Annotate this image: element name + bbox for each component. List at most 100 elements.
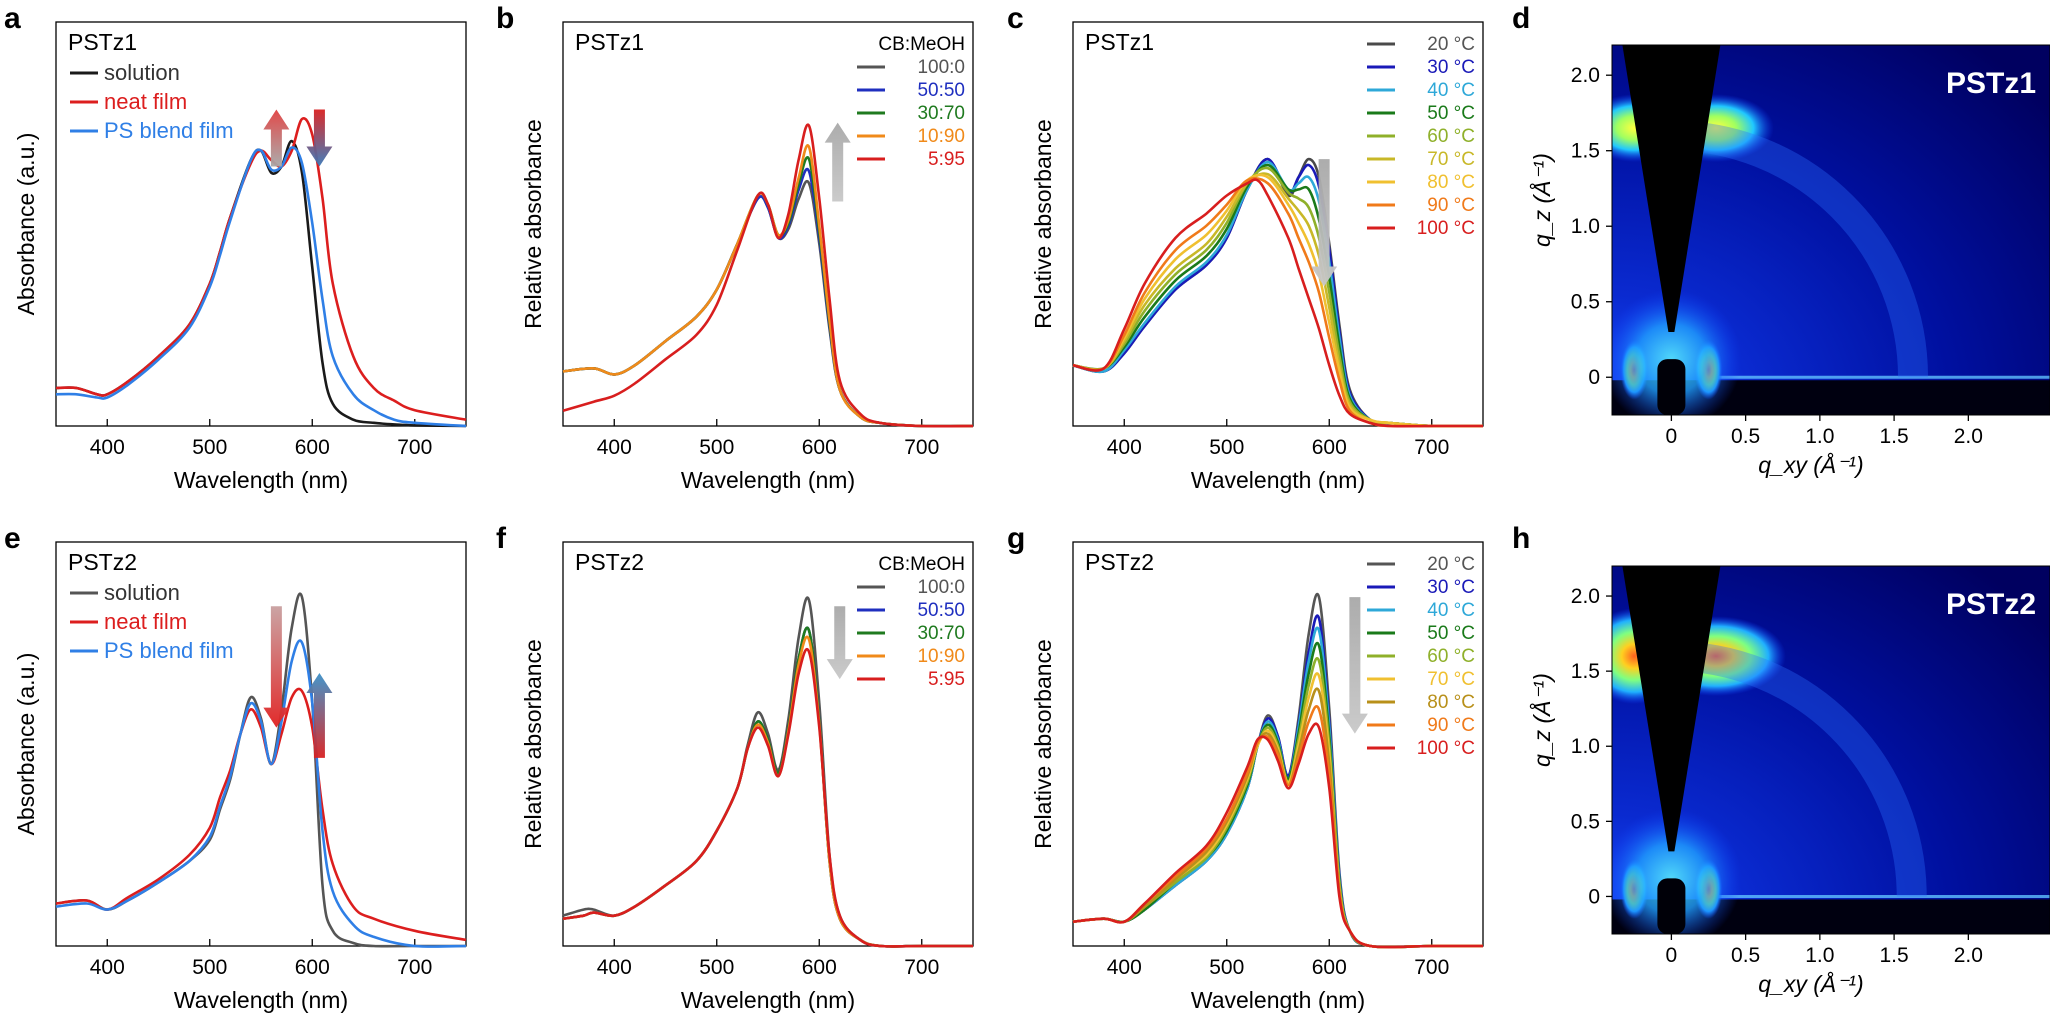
beamstop [1657,878,1686,934]
series-line-2 [562,156,974,428]
x-tick-label: 1.0 [1805,944,1834,967]
y-tick-label: 0.5 [1571,291,1600,314]
x-axis-label: Wavelength (nm) [681,987,855,1013]
legend-label: 30:70 [917,103,965,124]
panel-g: g 400 500 600 700 Wavelength (nm) Relative abs… [1007,522,1484,1013]
x-tick-label: 500 [1209,956,1244,979]
legend-label: 30 °C [1427,57,1475,78]
legend-label: 30:70 [917,623,965,644]
x-tick-label: 2.0 [1954,944,1983,967]
y-axis-label: Relative absorbance [1030,639,1056,849]
series-line-3 [562,144,974,428]
series-line-4 [562,648,973,948]
panel-letter-a: a [4,2,21,35]
legend-label: PS blend film [104,118,234,143]
legend-label: 50 °C [1427,623,1475,644]
legend-label: solution [104,580,180,605]
series-line-8 [1072,178,1483,428]
legend-label: 60 °C [1427,126,1475,147]
legend-label: 60 °C [1427,646,1475,667]
panel-d: d PSTz1 0 0.5 1.0 1.5 2.0 0 0.5 1.0 1.5 2.0 q_xy (Å⁻… [1512,2,2050,478]
x-tick-label: 700 [904,436,939,459]
x-axis-label: Wavelength (nm) [174,987,348,1013]
series-line-6 [1072,687,1483,949]
legend-label: 100 °C [1417,218,1475,239]
x-tick-label: 600 [295,956,330,979]
series-line-4 [1072,166,1484,428]
x-axis-label: q_xy (Å⁻¹) [1758,451,1863,478]
legend-label: 20 °C [1427,34,1475,55]
y-tick-label: 0.5 [1571,810,1600,833]
y-axis-label: q_z (Å⁻¹) [1528,673,1555,767]
trend-arrow [826,606,853,680]
x-tick-label: 600 [295,436,330,459]
trend-arrow [1311,159,1338,287]
legend-label: neat film [104,89,187,114]
y-axis-label: Absorbance (a.u.) [13,653,39,836]
series-line-4 [1072,657,1483,949]
plot-frame [55,541,467,947]
legend-label: 40 °C [1427,80,1475,101]
x-tick-label: 500 [699,956,734,979]
trend-arrow [263,606,290,728]
diffuse-arc [1671,120,1929,378]
panel-title: PSTz1 [1946,67,2036,100]
legend-label: 80 °C [1427,692,1475,713]
x-tick-label: 500 [192,436,227,459]
heatmap-image [1612,45,2050,415]
beamstop [1657,359,1686,415]
panel-f: f 400 500 600 700 Wavelength (nm) Relative abs… [496,522,974,1013]
y-tick-label: 2.0 [1571,64,1600,87]
panel-letter-g: g [1007,522,1025,555]
heatmap-frame [1611,44,2050,416]
heatmap-image [1612,566,2050,934]
legend-label: 40 °C [1427,600,1475,621]
x-tick-label: 500 [192,956,227,979]
x-tick-label: 700 [1414,436,1449,459]
panel-b: b 400 500 600 700 Wavelength (nm) Relative abs… [496,2,974,493]
series-line-0 [562,596,973,948]
x-tick-label: 600 [1312,436,1347,459]
legend-label: 100 °C [1417,738,1475,759]
x-tick-label: 400 [90,956,125,979]
legend-label: 50:50 [917,600,965,621]
x-tick-label: 0.5 [1731,944,1760,967]
series-line-3 [1072,163,1484,428]
y-tick-label: 0 [1588,885,1600,908]
series-line-1 [1072,157,1484,428]
legend-label: 50:50 [917,80,965,101]
series-line-2 [562,626,973,948]
legend-label: PS blend film [104,638,234,663]
x-axis-label: q_xy (Å⁻¹) [1758,970,1863,997]
x-tick-label: 600 [1312,956,1347,979]
series-line-5 [1072,172,1484,428]
panel-title: PSTz2 [575,549,644,575]
heatmap-frame [1611,565,2050,935]
plot-frame [55,21,467,427]
y-axis-label: Relative absorbance [520,119,546,329]
x-tick-label: 400 [1107,436,1142,459]
legend-label: 90 °C [1427,195,1475,216]
x-tick-label: 600 [802,956,837,979]
plot-frame [562,21,974,427]
panel-letter-h: h [1512,522,1530,555]
panel-h: h PSTz2 0 0.5 1.0 1.5 2.0 0 0.5 1.0 1.5 2.0 q_xy (Å⁻… [1512,522,2050,997]
legend-label: 50 °C [1427,103,1475,124]
x-tick-label: 700 [904,956,939,979]
legend-label: 70 °C [1427,149,1475,170]
x-axis-label: Wavelength (nm) [174,467,348,493]
series-line-0 [55,139,467,428]
panel-title: PSTz1 [1085,29,1154,55]
y-tick-label: 1.5 [1571,140,1600,163]
x-tick-label: 700 [397,956,432,979]
x-tick-label: 0.5 [1731,425,1760,448]
legend-title: CB:MeOH [878,554,965,575]
series-line-5 [1072,672,1483,949]
y-tick-label: 1.0 [1571,735,1600,758]
panel-a: a 400 500 600 700 Wavelength (nm) Absorbance (… [4,2,467,493]
series-line-0 [1072,592,1483,949]
missing-wedge [1622,45,1721,332]
y-tick-label: 1.5 [1571,660,1600,683]
panel-c: c 400 500 600 700 Wavelength (nm) Relative abs… [1007,2,1484,493]
